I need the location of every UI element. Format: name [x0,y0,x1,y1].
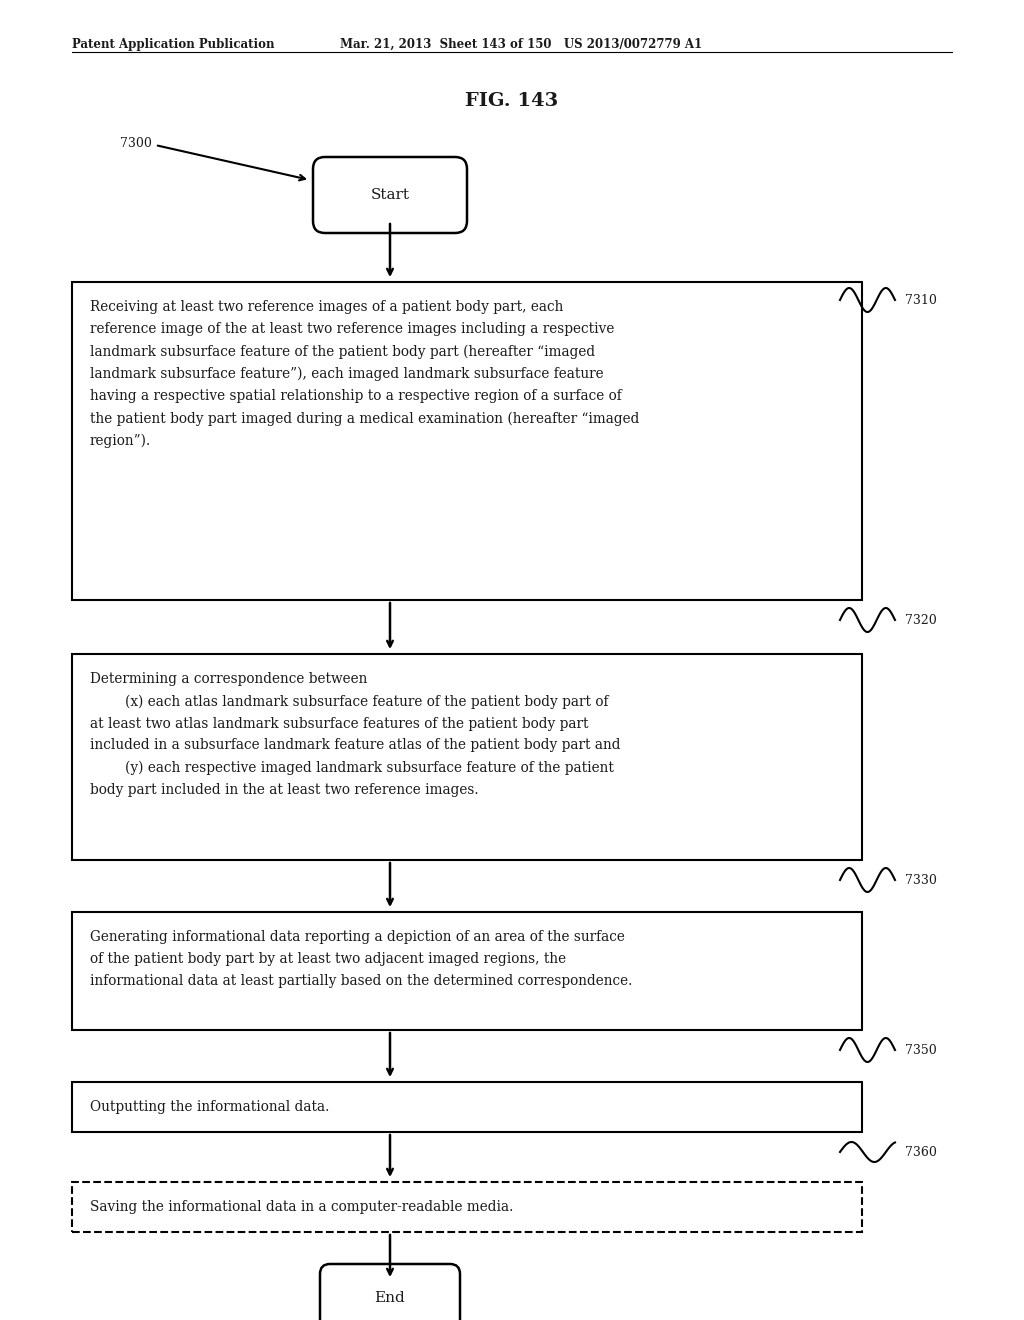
Text: FIG. 143: FIG. 143 [465,92,559,110]
Text: 7300: 7300 [120,137,152,150]
Text: Saving the informational data in a computer-readable media.: Saving the informational data in a compu… [90,1200,513,1214]
Text: 7350: 7350 [905,1044,937,1056]
Text: 7330: 7330 [905,874,937,887]
Text: 7320: 7320 [905,614,937,627]
FancyBboxPatch shape [313,157,467,234]
Text: 7360: 7360 [905,1146,937,1159]
Text: Determining a correspondence between
        (x) each atlas landmark subsurface : Determining a correspondence between (x)… [90,672,621,797]
Bar [72,1082,862,1133]
Text: Generating informational data reporting a depiction of an area of the surface
of: Generating informational data reporting … [90,931,633,987]
Text: End: End [375,1291,406,1305]
Bar [72,282,862,601]
Bar [72,912,862,1030]
Text: Start: Start [371,187,410,202]
Text: Outputting the informational data.: Outputting the informational data. [90,1100,330,1114]
Text: Patent Application Publication: Patent Application Publication [72,38,274,51]
Text: Mar. 21, 2013  Sheet 143 of 150   US 2013/0072779 A1: Mar. 21, 2013 Sheet 143 of 150 US 2013/0… [340,38,702,51]
Bar [72,653,862,861]
Bar [72,1181,862,1232]
FancyBboxPatch shape [319,1265,460,1320]
Text: Receiving at least two reference images of a patient body part, each
reference i: Receiving at least two reference images … [90,300,639,449]
Text: 7310: 7310 [905,293,937,306]
